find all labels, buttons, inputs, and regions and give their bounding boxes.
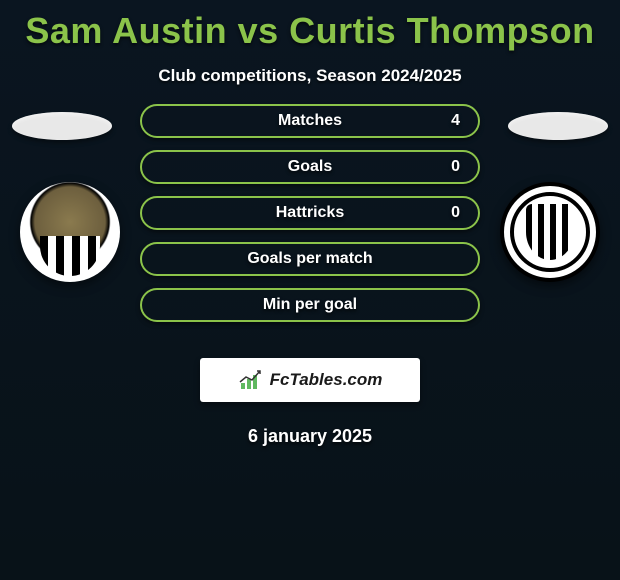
stat-row-goals-per-match: Goals per match [140, 242, 480, 276]
club-crest-left [20, 182, 120, 282]
stat-value-right: 4 [451, 112, 460, 130]
stat-row-min-per-goal: Min per goal [140, 288, 480, 322]
season-subtitle: Club competitions, Season 2024/2025 [0, 66, 620, 86]
stat-label: Goals per match [247, 250, 372, 268]
stat-label: Goals [288, 158, 332, 176]
stat-rows: Matches 4 Goals 0 Hattricks 0 Goals per … [140, 104, 480, 334]
stat-value-right: 0 [451, 158, 460, 176]
comparison-panel: Matches 4 Goals 0 Hattricks 0 Goals per … [0, 114, 620, 354]
club-crest-right [500, 182, 600, 282]
fctables-logo-box: FcTables.com [200, 358, 420, 402]
stat-row-hattricks: Hattricks 0 [140, 196, 480, 230]
stat-row-matches: Matches 4 [140, 104, 480, 138]
bar-chart-icon [238, 369, 264, 391]
stat-label: Matches [278, 112, 342, 130]
stat-value-right: 0 [451, 204, 460, 222]
comparison-title: Sam Austin vs Curtis Thompson [0, 0, 620, 52]
logo-text: FcTables.com [270, 370, 383, 390]
player-left-placeholder [12, 112, 112, 140]
stat-label: Min per goal [263, 296, 357, 314]
stat-label: Hattricks [276, 204, 344, 222]
stat-row-goals: Goals 0 [140, 150, 480, 184]
generated-date: 6 january 2025 [0, 426, 620, 447]
player-right-placeholder [508, 112, 608, 140]
